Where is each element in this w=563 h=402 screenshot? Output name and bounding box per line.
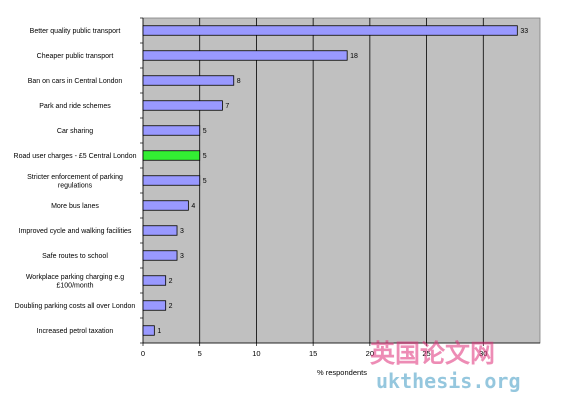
- category-label: Safe routes to school: [42, 253, 108, 260]
- category-label: Cheaper public transport: [37, 53, 114, 60]
- category-label: Doubling parking costs all over London: [15, 303, 136, 310]
- bar: [142, 150, 201, 161]
- category-label: Stricter enforcement of parking regulatio…: [27, 174, 123, 190]
- data-label: 2: [169, 278, 173, 285]
- data-label: 5: [203, 178, 207, 185]
- x-axis-ticks: 0 5 10 15 20 25 30: [141, 343, 487, 358]
- data-label: 8: [237, 78, 241, 85]
- data-label: 3: [180, 228, 184, 235]
- bar: [142, 325, 155, 336]
- category-labels: Better quality public transport Cheaper p…: [14, 28, 137, 335]
- x-tick-label: 20: [366, 349, 374, 358]
- category-label: Better quality public transport: [30, 28, 121, 35]
- data-label: 18: [350, 53, 358, 60]
- x-tick-label: 10: [252, 349, 260, 358]
- data-label: 7: [225, 103, 229, 110]
- bar: [142, 75, 235, 86]
- data-label: 3: [180, 253, 184, 260]
- data-label: 4: [191, 203, 195, 210]
- data-label: 2: [169, 303, 173, 310]
- data-label: 5: [203, 153, 207, 160]
- x-tick-label: 15: [309, 349, 317, 358]
- category-label: Car sharing: [57, 128, 93, 135]
- bar: [142, 250, 178, 261]
- category-label: Increased petrol taxation: [37, 328, 114, 335]
- bar: [142, 25, 518, 36]
- x-tick-label: 30: [479, 349, 487, 358]
- bar: [142, 125, 201, 136]
- data-label: 33: [520, 28, 528, 35]
- category-label: Road user charges - £5 Central London: [14, 153, 137, 160]
- bar: [142, 225, 178, 236]
- x-tick-label: 0: [141, 349, 145, 358]
- x-tick-label: 5: [198, 349, 202, 358]
- category-label: Improved cycle and walking facilities: [19, 228, 132, 235]
- plot-background: [142, 17, 541, 344]
- bar: [142, 175, 201, 186]
- category-label: Ban on cars in Central London: [28, 78, 123, 85]
- bar: [142, 200, 189, 211]
- bar: [142, 275, 167, 286]
- bar: [142, 100, 223, 111]
- x-axis-label: % respondents: [317, 368, 367, 377]
- category-label: Park and ride schemes: [39, 103, 111, 110]
- watermark-chinese: 英国论文网: [370, 339, 495, 368]
- category-label: More bus lanes: [51, 203, 99, 210]
- bar: [142, 300, 167, 311]
- x-tick-label: 25: [422, 349, 430, 358]
- watermark-url: ukthesis.org: [376, 369, 521, 393]
- data-label: 1: [157, 328, 161, 335]
- bar: [142, 50, 348, 61]
- category-label: Workplace parking charging e.g £100/month: [26, 274, 124, 290]
- data-label: 5: [203, 128, 207, 135]
